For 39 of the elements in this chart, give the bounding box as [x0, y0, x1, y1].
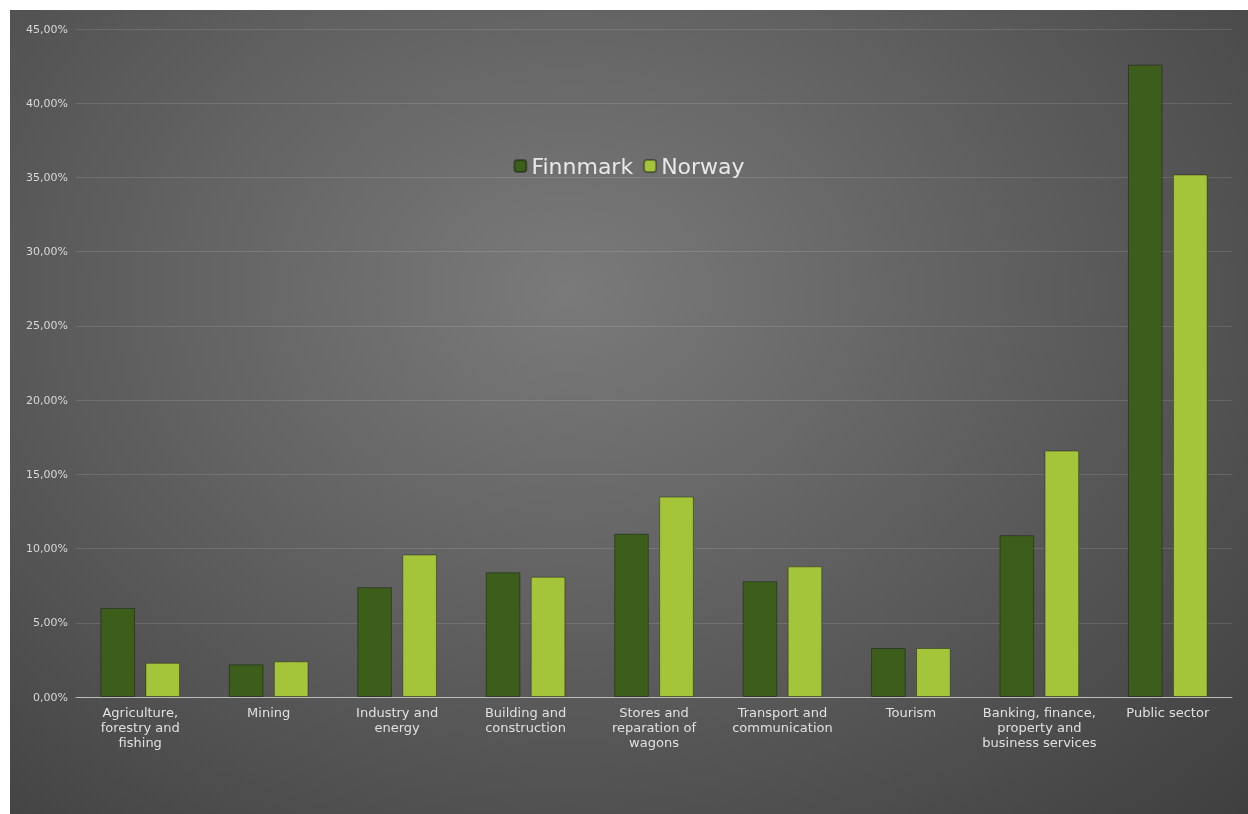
- bar: [1172, 174, 1208, 697]
- x-tick-label: Banking, finance, property and business services: [982, 705, 1097, 750]
- x-tick-label: Stores and reparation of wagons: [611, 705, 697, 750]
- bar: [1127, 64, 1163, 697]
- legend-label: Norway: [661, 153, 745, 179]
- y-tick-label: 40,00%: [26, 96, 68, 110]
- bar: [1044, 450, 1080, 697]
- bar: [402, 554, 437, 697]
- x-tick-label: Transport and communication: [732, 705, 833, 735]
- bar: [357, 587, 392, 697]
- y-tick-label: 0,00%: [33, 690, 68, 704]
- bar: [228, 664, 264, 697]
- x-tick-label: Tourism: [884, 705, 937, 720]
- y-tick-label: 10,00%: [26, 542, 68, 556]
- bar: [916, 648, 951, 697]
- bar: [999, 535, 1035, 697]
- bar: [871, 648, 906, 697]
- y-tick-label: 20,00%: [26, 393, 68, 407]
- bar: [659, 496, 694, 697]
- bar: [787, 566, 823, 697]
- y-tick-label: 35,00%: [26, 170, 68, 184]
- legend-label: Finnmark: [531, 153, 634, 179]
- bar: [614, 533, 649, 697]
- y-tick-label: 15,00%: [26, 467, 68, 481]
- x-tick-label: Mining: [247, 705, 291, 720]
- y-tick-label: 30,00%: [26, 245, 68, 259]
- x-tick-label: Industry and energy: [356, 705, 439, 735]
- bar: [530, 576, 566, 697]
- y-tick-label: 5,00%: [33, 616, 68, 630]
- y-tick-label: 25,00%: [26, 319, 68, 333]
- bar: [145, 662, 181, 697]
- x-tick-label: Public sector: [1126, 705, 1210, 720]
- bar: [485, 572, 521, 697]
- bar: [273, 661, 309, 697]
- bar: [742, 581, 778, 697]
- bar: [100, 607, 136, 697]
- x-tick-label: Building and construction: [484, 705, 567, 735]
- y-tick-label: 45,00%: [26, 22, 68, 36]
- x-tick-label: Agriculture, forestry and fishing: [100, 705, 180, 750]
